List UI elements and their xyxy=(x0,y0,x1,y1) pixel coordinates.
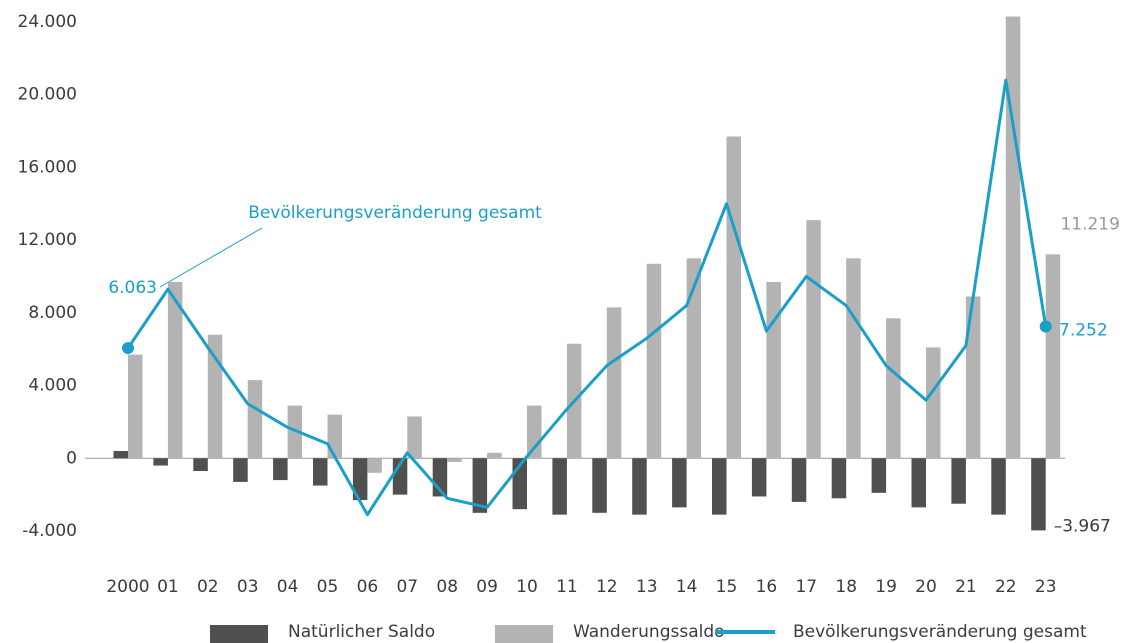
x-tick-label: 16 xyxy=(756,577,778,597)
bar xyxy=(632,458,647,515)
bar xyxy=(113,451,128,459)
bar xyxy=(686,258,702,459)
y-tick-label: -4.000 xyxy=(22,521,77,541)
bar xyxy=(313,458,328,486)
bar xyxy=(926,347,941,459)
bar xyxy=(951,458,966,504)
y-tick-label: 4.000 xyxy=(28,376,77,396)
bar xyxy=(965,296,981,459)
bar xyxy=(886,318,901,459)
x-tick-label: 07 xyxy=(396,577,418,597)
bar xyxy=(1005,16,1021,459)
bar xyxy=(193,458,208,472)
x-tick-label: 15 xyxy=(716,577,738,597)
bar xyxy=(592,458,607,513)
point xyxy=(1039,320,1052,333)
bar xyxy=(646,263,662,459)
bar xyxy=(1031,458,1046,531)
bar xyxy=(552,458,567,515)
bar xyxy=(128,354,143,459)
point xyxy=(122,342,134,355)
bar xyxy=(991,458,1006,515)
y-tick-label: 8.000 xyxy=(28,303,77,323)
legend-label: Wanderungssaldo xyxy=(573,622,725,642)
bar xyxy=(407,416,422,459)
x-tick-label: 11 xyxy=(556,577,578,597)
bar xyxy=(712,458,727,515)
bar xyxy=(327,414,342,459)
bar xyxy=(831,458,847,499)
bar xyxy=(726,136,741,459)
value-label: –3.967 xyxy=(1054,516,1111,536)
value-label: 11.219 xyxy=(1060,214,1119,234)
x-tick-label: 14 xyxy=(676,577,698,597)
bar xyxy=(911,458,926,508)
x-tick-label: 18 xyxy=(835,577,857,597)
y-tick-label: 20.000 xyxy=(18,85,77,105)
x-tick-label: 19 xyxy=(875,577,897,597)
value-label: 7.252 xyxy=(1059,320,1108,340)
annotation: Bevölkerungsveränderung gesamt xyxy=(248,203,542,223)
x-tick-label: 22 xyxy=(995,577,1017,597)
bar xyxy=(766,281,781,459)
bar xyxy=(1045,254,1061,459)
bar xyxy=(791,458,807,502)
bar xyxy=(806,220,821,459)
x-tick-label: 12 xyxy=(596,577,618,597)
bar xyxy=(153,458,168,466)
bar xyxy=(846,258,861,459)
y-tick-label: 0 xyxy=(66,448,77,468)
y-tick-label: 16.000 xyxy=(18,157,77,177)
bar xyxy=(167,281,183,459)
bar xyxy=(447,458,462,462)
line xyxy=(126,78,1048,517)
y-tick-label: 12.000 xyxy=(18,230,77,250)
x-tick-label: 02 xyxy=(197,577,219,597)
bar xyxy=(672,458,687,508)
legend-label: Bevölkerungsveränderung gesamt xyxy=(793,622,1087,642)
x-tick-label: 23 xyxy=(1035,577,1057,597)
legend-label: Natürlicher Saldo xyxy=(288,622,435,642)
legend-swatch xyxy=(210,625,268,643)
bar xyxy=(472,458,488,513)
bar xyxy=(527,405,542,459)
bar xyxy=(247,380,263,459)
bar xyxy=(606,307,622,459)
bar xyxy=(367,458,382,473)
value-label: 6.063 xyxy=(108,278,157,298)
y-tick-label: 24.000 xyxy=(18,12,77,32)
x-tick-label: 09 xyxy=(476,577,498,597)
x-tick-label: 03 xyxy=(237,577,259,597)
bar xyxy=(487,452,502,459)
x-tick-label: 2000 xyxy=(106,577,149,597)
bar xyxy=(871,458,887,493)
bar xyxy=(207,334,223,459)
bar xyxy=(273,458,288,481)
bar xyxy=(352,458,368,501)
bar xyxy=(233,458,248,482)
x-tick-label: 08 xyxy=(436,577,458,597)
x-tick-label: 05 xyxy=(317,577,339,597)
x-tick-label: 10 xyxy=(516,577,538,597)
bar xyxy=(751,458,767,497)
x-tick-label: 17 xyxy=(795,577,817,597)
legend-swatch xyxy=(495,625,553,643)
annotation-leader xyxy=(159,227,263,288)
x-tick-label: 01 xyxy=(157,577,179,597)
x-tick-label: 21 xyxy=(955,577,977,597)
x-tick-label: 06 xyxy=(357,577,379,597)
x-tick-label: 04 xyxy=(277,577,299,597)
x-tick-label: 20 xyxy=(915,577,937,597)
x-tick-label: 13 xyxy=(636,577,658,597)
